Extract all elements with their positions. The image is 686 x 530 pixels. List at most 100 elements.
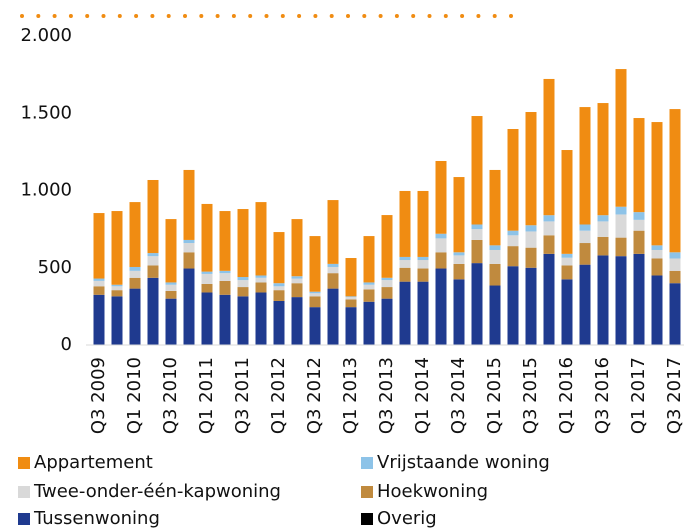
bar-segment <box>201 273 213 284</box>
bar-segment <box>219 270 231 274</box>
bar-segment <box>525 247 537 268</box>
dot <box>460 14 465 18</box>
bar-segment <box>381 298 393 345</box>
dot <box>134 14 139 18</box>
legend-swatch <box>361 457 373 469</box>
bar-segment <box>417 260 429 269</box>
bar-segment <box>327 200 339 264</box>
bar-segment <box>561 265 573 280</box>
bar-segment <box>417 281 429 345</box>
bar-segment <box>561 150 573 254</box>
x-tick-label: Q1 2010 <box>124 357 145 434</box>
bar-segment <box>111 286 123 291</box>
bar-segment <box>111 296 123 345</box>
bar-segment <box>651 275 663 345</box>
bar-segment <box>669 252 681 259</box>
bar-segment <box>435 252 447 269</box>
dot <box>362 14 367 18</box>
x-tick-label: Q3 2016 <box>592 357 613 434</box>
bar-segment <box>381 277 393 281</box>
bar-segment <box>273 290 285 301</box>
bar-segment <box>633 212 645 220</box>
bar-segment <box>327 263 339 267</box>
bar-segment <box>201 203 213 272</box>
bar-segment <box>273 286 285 291</box>
bar-segment <box>219 294 231 345</box>
dot <box>248 14 253 18</box>
bar-segment <box>579 230 591 244</box>
bar-segment <box>381 287 393 299</box>
bar-segment <box>165 298 177 345</box>
bar-segment <box>147 265 159 278</box>
dot <box>264 14 269 18</box>
bar-segment <box>525 267 537 345</box>
x-tick-label: Q1 2012 <box>268 357 289 434</box>
bar-segment <box>309 291 321 294</box>
bar-segment <box>489 245 501 250</box>
x-tick-label: Q3 2014 <box>448 357 469 434</box>
bar-segment <box>417 190 429 257</box>
bar-segment <box>579 224 591 231</box>
bar-segment <box>579 264 591 345</box>
bar-segment <box>183 239 195 244</box>
bar-segment <box>309 307 321 345</box>
bar-segment <box>471 239 483 264</box>
bar-segment <box>615 214 627 238</box>
legend-label: Twee-onder-één-kapwoning <box>33 481 281 502</box>
bar-segment <box>471 263 483 345</box>
dot <box>231 14 236 18</box>
bar-segment <box>201 271 213 274</box>
legend-label: Overig <box>377 508 437 529</box>
y-tick-label: 0 <box>61 334 72 355</box>
bar-segment <box>147 277 159 345</box>
bar-segment <box>363 301 375 345</box>
x-tick-label: Q3 2012 <box>304 357 325 434</box>
bar-segment <box>633 253 645 345</box>
bar-segment <box>255 277 267 283</box>
bar-segment <box>309 296 321 308</box>
bar-segment <box>615 256 627 345</box>
decoration-dots <box>20 14 513 18</box>
bar-segment <box>489 263 501 286</box>
x-tick-label: Q3 2013 <box>376 357 397 434</box>
dot <box>166 14 171 18</box>
bar-segment <box>363 289 375 302</box>
bar-segment <box>111 284 123 287</box>
bar-segment <box>291 276 303 279</box>
bar-segment <box>345 258 357 297</box>
legend-swatch <box>18 513 30 525</box>
x-tick-label: Q1 2017 <box>628 357 649 434</box>
bar-segment <box>183 268 195 345</box>
bar-segment <box>489 249 501 264</box>
bar-segment <box>453 252 465 256</box>
bar-segment <box>399 281 411 345</box>
dot <box>394 14 399 18</box>
bar-segment <box>651 258 663 276</box>
bar-segment <box>615 237 627 257</box>
bar-segment <box>525 112 537 226</box>
bar-segment <box>345 296 357 298</box>
bar-segment <box>111 211 123 285</box>
bar-segment <box>93 294 105 345</box>
bar-segment <box>669 109 681 253</box>
bar-segment <box>237 280 249 288</box>
bar-segment <box>255 282 267 293</box>
x-tick-label: Q3 2015 <box>520 357 541 434</box>
dot <box>52 14 57 18</box>
bar-segment <box>669 270 681 284</box>
x-tick-label: Q1 2015 <box>484 357 505 434</box>
bar-segment <box>183 243 195 253</box>
bar-segment <box>507 230 519 236</box>
bar-segment <box>435 268 447 345</box>
bar-segment <box>201 283 213 293</box>
y-tick-label: 2.000 <box>20 25 72 46</box>
y-tick-label: 500 <box>38 257 72 278</box>
dot <box>492 14 497 18</box>
x-tick-label: Q3 2010 <box>160 357 181 434</box>
bar-segment <box>93 278 105 281</box>
bar-segment <box>543 253 555 345</box>
x-tick-label: Q3 2017 <box>664 357 685 434</box>
dot <box>85 14 90 18</box>
bar-segment <box>129 202 141 267</box>
